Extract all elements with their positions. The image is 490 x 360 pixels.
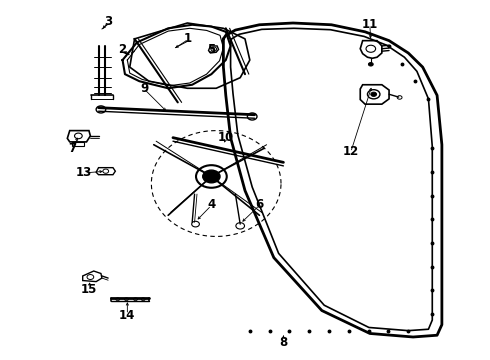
Circle shape: [371, 92, 377, 96]
Text: 6: 6: [255, 198, 264, 211]
Circle shape: [203, 170, 220, 183]
Text: 7: 7: [68, 142, 76, 155]
Text: 9: 9: [140, 82, 148, 95]
Text: 1: 1: [183, 32, 192, 45]
Text: 5: 5: [207, 43, 216, 56]
Text: 8: 8: [279, 336, 288, 349]
Circle shape: [368, 63, 373, 66]
Text: 10: 10: [218, 131, 234, 144]
Text: 13: 13: [76, 166, 92, 179]
Text: 2: 2: [119, 43, 126, 56]
Text: 12: 12: [343, 145, 359, 158]
Text: 4: 4: [207, 198, 216, 211]
Text: 11: 11: [362, 18, 378, 31]
Text: 3: 3: [104, 15, 112, 28]
Text: 14: 14: [119, 309, 136, 322]
Text: 15: 15: [81, 283, 97, 296]
